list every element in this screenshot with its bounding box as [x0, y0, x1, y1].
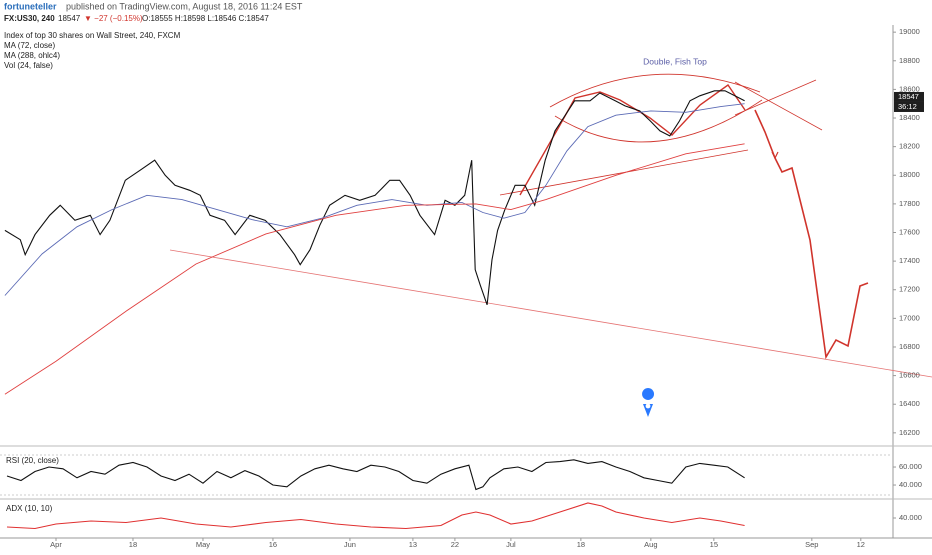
forecast-arrow — [771, 151, 779, 160]
fish-tail-line — [734, 81, 823, 131]
x-tick-label: Jun — [344, 540, 356, 549]
ohlc: O:18555 H:18598 L:18546 C:18547 — [142, 14, 269, 23]
pin-icon[interactable] — [642, 388, 655, 417]
x-tick-label: 15 — [710, 540, 718, 549]
x-tick-label: 18 — [577, 540, 585, 549]
x-tick-label: Jul — [506, 540, 516, 549]
y-tick-label: 17400 — [899, 256, 920, 265]
y-tick-label: 17000 — [899, 313, 920, 322]
y-tick-label: 18400 — [899, 113, 920, 122]
y-tick-label: 16800 — [899, 342, 920, 351]
countdown-tag — [894, 101, 924, 112]
y-tick-label: 40.000 — [899, 513, 922, 522]
panel-title: Index of top 30 shares on Wall Street, 2… — [4, 31, 181, 40]
author[interactable]: fortuneteller — [4, 1, 57, 11]
price: 18547 — [58, 14, 81, 23]
y-tick-label: 18200 — [899, 142, 920, 151]
series-line — [6, 502, 745, 530]
y-tick-label: 18600 — [899, 84, 920, 93]
y-tick-label: 16200 — [899, 428, 920, 437]
last-price-label: 18547 — [898, 92, 919, 101]
y-tick-label: 17600 — [899, 227, 920, 236]
panel-title: RSI (20, close) — [6, 456, 59, 465]
x-tick-label: 16 — [269, 540, 277, 549]
forecast-path — [754, 109, 869, 360]
y-tick-label: 19000 — [899, 27, 920, 36]
series-line — [4, 143, 745, 395]
pin-dot — [645, 403, 651, 409]
y-tick-label: 18000 — [899, 170, 920, 179]
published: published on TradingView.com, August 18,… — [66, 1, 303, 11]
y-tick-label: 17800 — [899, 199, 920, 208]
x-tick-label: May — [196, 540, 210, 549]
y-tick-label: 16400 — [899, 399, 920, 408]
y-tick-label: 18800 — [899, 56, 920, 65]
last-price-tag — [894, 91, 924, 102]
x-tick-label: 18 — [129, 540, 137, 549]
x-tick-label: 12 — [857, 540, 865, 549]
series-line — [6, 459, 745, 491]
legend-entry: MA (288, ohlc4) — [4, 51, 60, 60]
annotation: Double, Fish Top — [643, 56, 707, 66]
x-tick-label: 13 — [409, 540, 417, 549]
legend-entry: Vol (24, false) — [4, 61, 53, 70]
y-tick-label: 40.000 — [899, 480, 922, 489]
fish-bottom-arc — [554, 99, 763, 143]
x-tick-label: Sep — [805, 540, 818, 549]
panel-title: ADX (10, 10) — [6, 504, 53, 513]
x-tick-label: Aug — [644, 540, 657, 549]
x-tick-label: 22 — [451, 540, 459, 549]
countdown-label: 36:12 — [898, 102, 917, 111]
change: ▼ −27 (−0.15%) — [84, 14, 143, 23]
y-tick-label: 60.000 — [899, 462, 922, 471]
trend-line — [169, 249, 932, 378]
fish-top-arc — [549, 73, 761, 108]
fish-tail-line — [734, 79, 817, 116]
symbol: FX:US30, 240 — [4, 14, 55, 23]
legend-entry: MA (72, close) — [4, 41, 55, 50]
y-tick-label: 17200 — [899, 285, 920, 294]
y-tick-label: 16600 — [899, 371, 920, 380]
x-tick-label: Apr — [50, 540, 62, 549]
